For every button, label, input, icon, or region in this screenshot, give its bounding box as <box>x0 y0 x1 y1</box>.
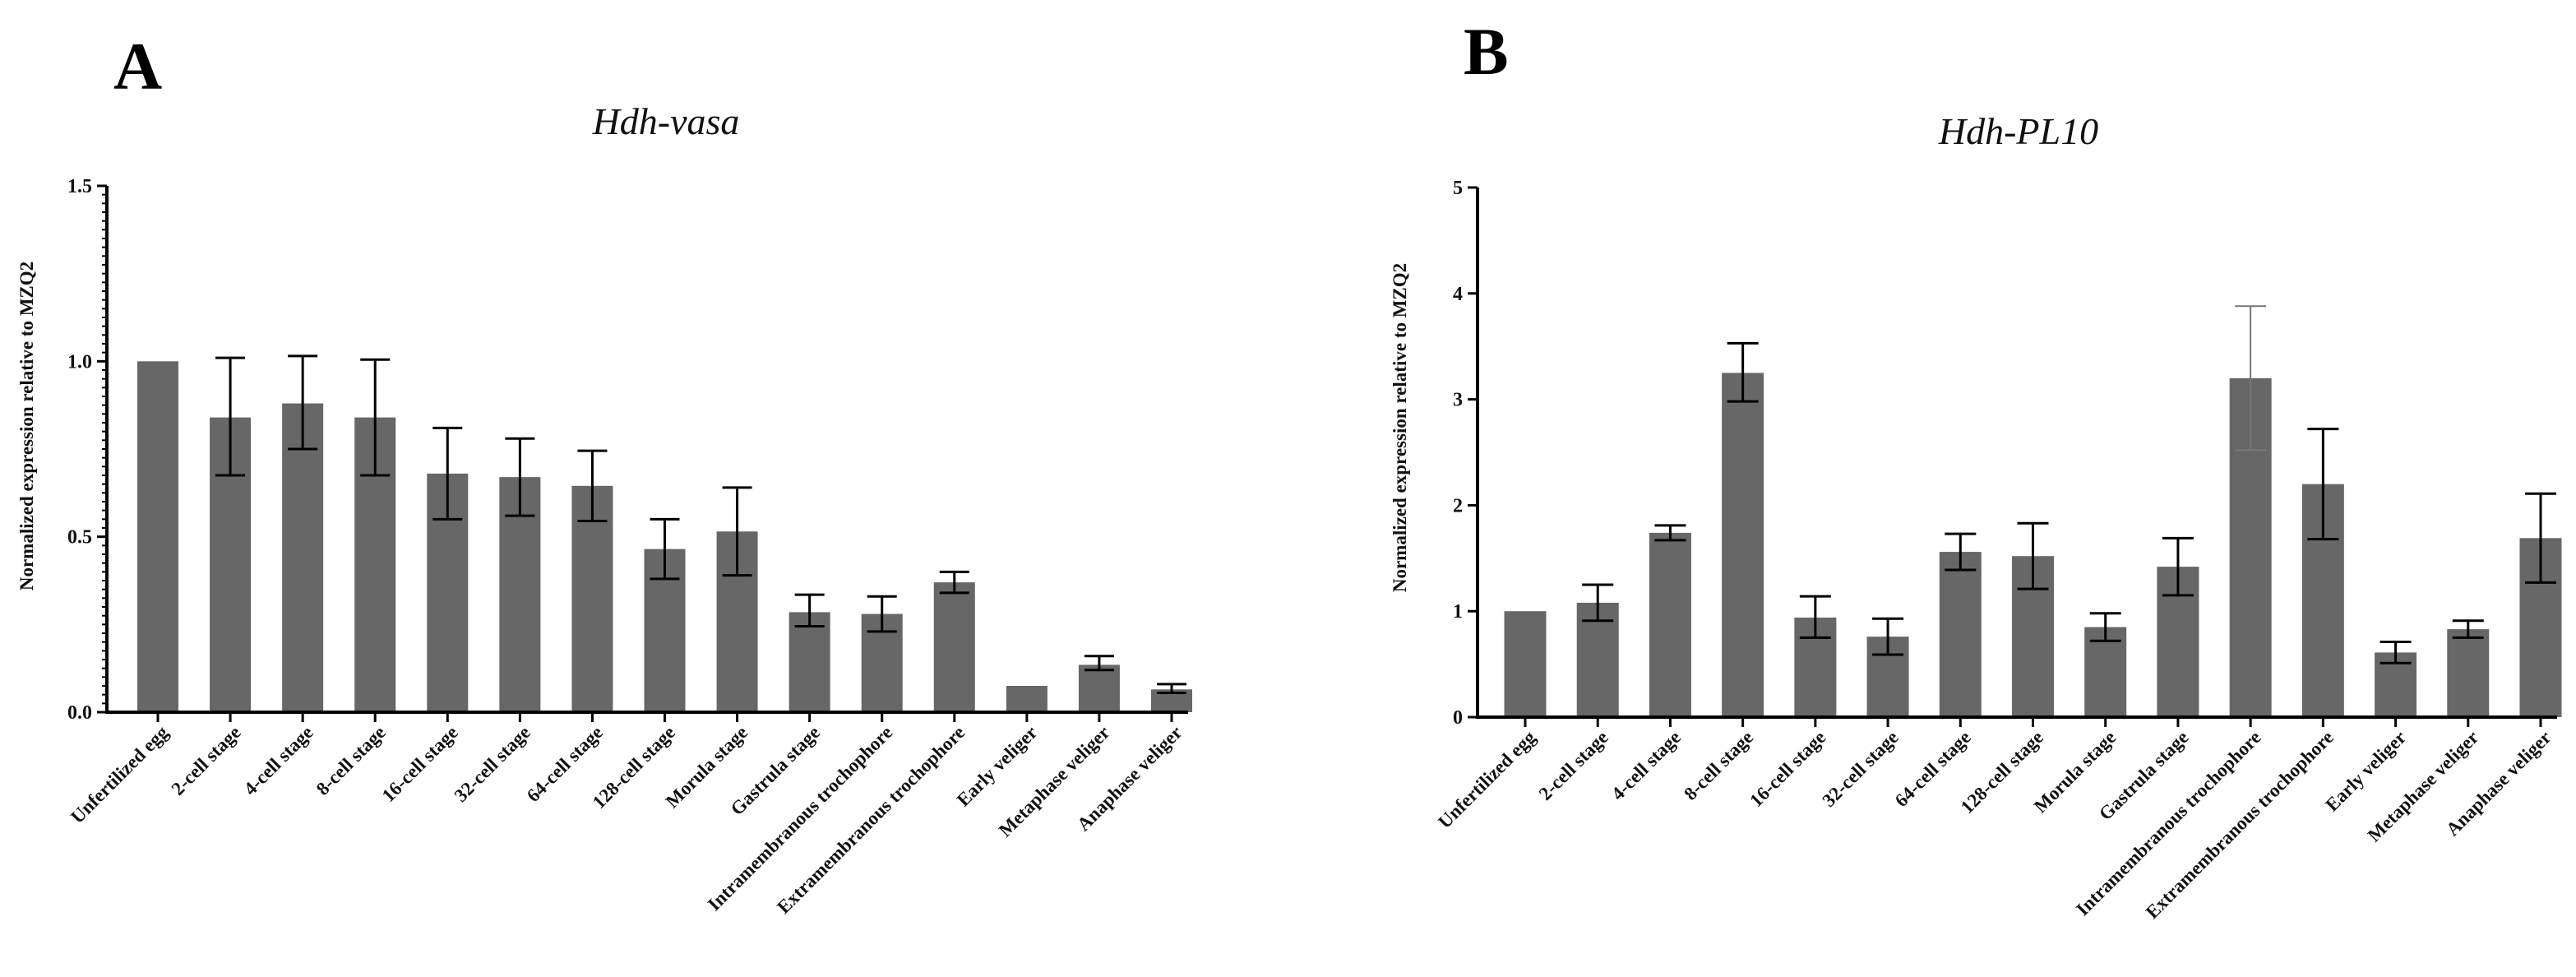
category-label-3: 8-cell stage <box>312 722 390 799</box>
bar-2 <box>282 403 324 712</box>
category-label-0: Unfertilized egg <box>67 722 173 828</box>
error-bar-10 <box>2235 305 2267 451</box>
y-tick-label-2: 1.0 <box>67 351 92 373</box>
category-label-5: 32-cell stage <box>1818 727 1902 811</box>
error-bar-1 <box>215 356 246 477</box>
chart-title: Hdh-PL10 <box>1938 110 2098 152</box>
bar-2 <box>1649 532 1691 717</box>
error-bar-2 <box>1654 524 1686 542</box>
error-bar-13 <box>2452 619 2484 639</box>
error-bar-12 <box>2379 641 2412 664</box>
y-tick-label-4: 4 <box>1453 284 1463 305</box>
error-bar-11 <box>2307 428 2339 541</box>
error-bar-13 <box>1084 655 1114 672</box>
error-bar-6 <box>1945 532 1977 572</box>
bar-0 <box>1504 611 1547 717</box>
y-tick-label-0: 0 <box>1453 707 1463 729</box>
category-label-2: 4-cell stage <box>1607 727 1685 804</box>
error-bar-3 <box>1727 341 1759 403</box>
error-bar-1 <box>1582 583 1614 623</box>
chart-title: Hdh-vasa <box>592 100 740 142</box>
error-bar-5 <box>1872 617 1904 656</box>
error-bar-5 <box>505 437 535 517</box>
error-bar-8 <box>722 486 752 577</box>
bar-13 <box>1078 664 1120 712</box>
category-label-2: 4-cell stage <box>240 722 317 799</box>
error-bar-10 <box>867 595 897 633</box>
error-bar-3 <box>360 358 391 477</box>
bar-6 <box>1939 552 1982 717</box>
error-bar-2 <box>288 354 318 451</box>
error-bar-9 <box>2162 536 2194 597</box>
error-bar-11 <box>939 570 969 595</box>
panel-letter-a: A <box>113 29 162 104</box>
y-tick-label-3: 3 <box>1453 390 1463 411</box>
bar-6 <box>571 485 613 712</box>
category-label-1: 2-cell stage <box>168 722 245 799</box>
error-bar-14 <box>2525 492 2556 584</box>
category-label-4: 16-cell stage <box>378 722 462 806</box>
y-tick-label-1: 0.5 <box>67 527 92 549</box>
y-axis-label: Normalized expression relative to MZQ2 <box>1390 263 1410 592</box>
error-bar-4 <box>1799 595 1831 639</box>
y-tick-label-5: 5 <box>1453 178 1463 199</box>
y-tick-label-3: 1.5 <box>67 176 92 197</box>
panel-letter-b: B <box>1464 14 1509 89</box>
panel-a: A Hdh-vasa Normalized expression relative… <box>16 29 1192 918</box>
error-bar-9 <box>794 593 825 627</box>
error-bar-4 <box>432 426 463 521</box>
category-label-4: 16-cell stage <box>1746 727 1829 811</box>
bar-3 <box>1722 373 1764 717</box>
category-label-1: 2-cell stage <box>1535 727 1612 804</box>
error-bar-14 <box>1157 683 1186 695</box>
y-axis-label: Normalized expression relative to MZQ2 <box>16 262 37 590</box>
bar-9 <box>789 612 830 712</box>
error-bar-7 <box>2017 521 2049 590</box>
y-tick-label-2: 2 <box>1453 495 1463 516</box>
error-bar-8 <box>2089 612 2121 642</box>
category-label-0: Unfertilized egg <box>1434 727 1540 833</box>
bar-0 <box>137 361 178 712</box>
panel-b: B Hdh-PL10 Normalized expression relative… <box>1390 14 2562 923</box>
category-label-3: 8-cell stage <box>1680 727 1757 804</box>
bar-8 <box>2084 627 2127 717</box>
y-tick-label-0: 0.0 <box>67 702 92 724</box>
category-label-5: 32-cell stage <box>451 722 534 806</box>
error-bar-6 <box>577 449 608 522</box>
bar-13 <box>2447 629 2490 717</box>
bar-12 <box>1006 686 1048 712</box>
error-bar-7 <box>650 517 680 581</box>
bar-11 <box>933 582 975 712</box>
y-tick-label-1: 1 <box>1453 601 1463 623</box>
